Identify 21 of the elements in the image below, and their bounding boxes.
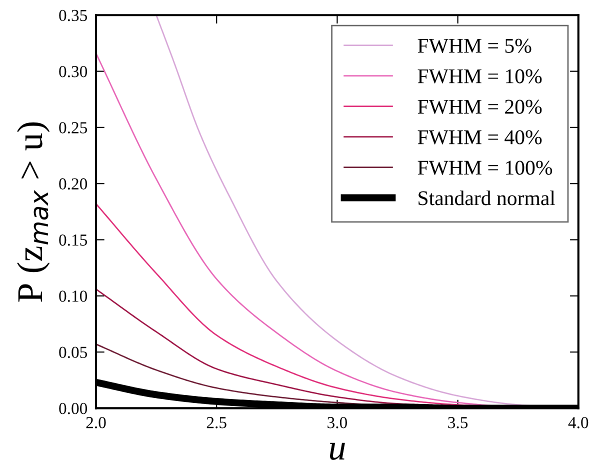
- y-tick-label: 0.35: [59, 10, 88, 22]
- x-tick-label: 4.0: [568, 417, 588, 428]
- y-tick-label: 0.15: [59, 234, 88, 246]
- legend-label: Standard normal: [418, 190, 556, 206]
- x-axis-title: u: [330, 442, 345, 460]
- y-axis-title: P (z$_{max}$ > u): [16, 122, 50, 302]
- y-tick-label: 0.00: [59, 402, 88, 414]
- x-tick-label: 3.5: [448, 417, 468, 428]
- legend-label: FWHM = 100%: [418, 160, 552, 175]
- y-tick-label: 0.10: [59, 290, 88, 302]
- legend-label: FWHM = 5%: [418, 38, 532, 53]
- y-tick-label: 0.05: [59, 346, 88, 358]
- x-tick-label: 3.0: [328, 417, 347, 428]
- x-tick-label: 2.0: [86, 417, 106, 428]
- y-tick-label: 0.20: [59, 178, 88, 190]
- legend-label: FWHM = 20%: [418, 100, 542, 114]
- legend-label: FWHM = 40%: [418, 130, 542, 144]
- y-tick-label: 0.25: [59, 122, 88, 134]
- y-tick-label: 0.30: [59, 66, 88, 78]
- legend-label: FWHM = 10%: [418, 69, 542, 84]
- x-tick-label: 2.5: [206, 417, 226, 428]
